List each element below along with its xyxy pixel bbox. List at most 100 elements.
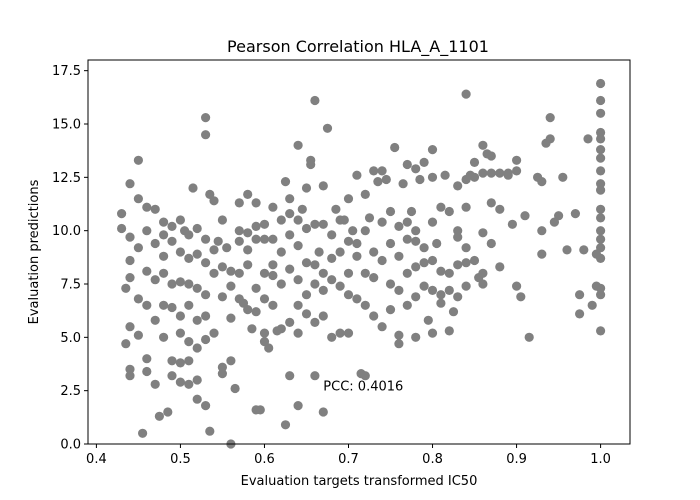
data-point: [427, 255, 438, 266]
data-point: [142, 202, 152, 212]
y-tick-label: 17.5: [52, 64, 81, 79]
data-point: [461, 89, 471, 99]
y-tick-label: 0.0: [60, 438, 81, 453]
data-point: [554, 211, 564, 221]
data-point: [411, 226, 421, 236]
data-point: [436, 290, 446, 300]
data-point: [511, 166, 522, 176]
data-point: [343, 194, 354, 204]
data-point: [343, 328, 354, 338]
data-point: [394, 285, 404, 295]
data-point: [503, 168, 513, 178]
data-point: [243, 260, 253, 270]
data-point: [159, 300, 169, 310]
data-point: [243, 305, 253, 315]
data-point: [201, 311, 211, 321]
data-point: [444, 268, 454, 278]
data-point: [360, 226, 370, 236]
data-point: [209, 245, 219, 255]
data-point: [369, 247, 379, 257]
data-point: [394, 221, 404, 231]
data-point: [360, 268, 370, 278]
data-point: [125, 364, 135, 374]
data-point: [217, 262, 227, 272]
data-point: [293, 401, 303, 411]
data-point: [175, 377, 185, 387]
data-point: [117, 209, 127, 219]
data-point: [293, 275, 303, 285]
data-point: [117, 223, 127, 234]
y-tick-label: 7.5: [60, 278, 81, 293]
data-point: [209, 196, 219, 206]
data-point: [419, 157, 429, 167]
data-point: [360, 189, 370, 199]
data-point: [453, 181, 463, 191]
data-point: [596, 145, 606, 155]
data-point: [192, 315, 202, 325]
data-point: [121, 283, 131, 293]
data-point: [318, 268, 328, 278]
data-point: [352, 251, 362, 261]
data-point: [188, 183, 198, 193]
data-point: [150, 315, 160, 325]
data-point: [596, 166, 606, 176]
data-point: [159, 332, 169, 342]
data-point: [390, 142, 400, 153]
data-point: [327, 332, 337, 342]
data-point: [259, 294, 270, 304]
data-point: [217, 292, 227, 302]
data-point: [327, 230, 337, 240]
data-point: [184, 253, 194, 263]
data-point: [377, 322, 387, 332]
data-point: [251, 198, 261, 208]
data-point: [293, 328, 303, 338]
data-point: [133, 243, 143, 253]
data-point: [306, 159, 316, 170]
data-point: [234, 198, 244, 208]
data-point: [167, 236, 177, 246]
data-point: [184, 379, 194, 389]
data-point: [142, 354, 152, 364]
chart-title: Pearson Correlation HLA_A_1101: [227, 37, 489, 57]
data-point: [133, 155, 143, 165]
data-point: [201, 258, 211, 268]
data-point: [209, 328, 219, 338]
data-point: [436, 202, 446, 212]
data-point: [264, 343, 274, 353]
data-point: [327, 253, 337, 263]
data-point: [159, 230, 169, 240]
data-point: [125, 273, 135, 283]
data-point: [478, 168, 488, 178]
data-point: [175, 358, 185, 368]
data-point: [285, 194, 295, 204]
data-point: [280, 420, 291, 430]
x-tick-label: 0.5: [170, 452, 191, 467]
data-point: [596, 326, 606, 336]
data-point: [175, 328, 185, 338]
data-point: [167, 279, 177, 289]
data-point: [427, 217, 438, 227]
data-point: [167, 371, 177, 381]
data-point: [301, 309, 312, 319]
data-point: [243, 189, 253, 199]
data-point: [511, 155, 522, 165]
data-point: [596, 283, 606, 293]
data-point: [184, 337, 194, 347]
data-point: [411, 236, 421, 246]
data-point: [575, 309, 585, 319]
data-point: [310, 219, 320, 229]
pcc-annotation: PCC: 0.4016: [323, 380, 403, 395]
data-point: [167, 302, 177, 313]
data-point: [427, 145, 438, 155]
data-point: [226, 313, 236, 323]
data-point: [432, 238, 442, 249]
data-point: [495, 204, 505, 214]
data-point: [213, 236, 223, 246]
data-point: [511, 281, 522, 291]
x-axis-ticks: 0.4 0.5 0.6 0.7 0.8 0.9 1.0: [86, 444, 611, 467]
data-point: [125, 371, 135, 381]
data-point: [444, 206, 454, 217]
y-tick-label: 10.0: [52, 224, 81, 239]
data-point: [579, 245, 589, 255]
data-point: [268, 260, 278, 270]
